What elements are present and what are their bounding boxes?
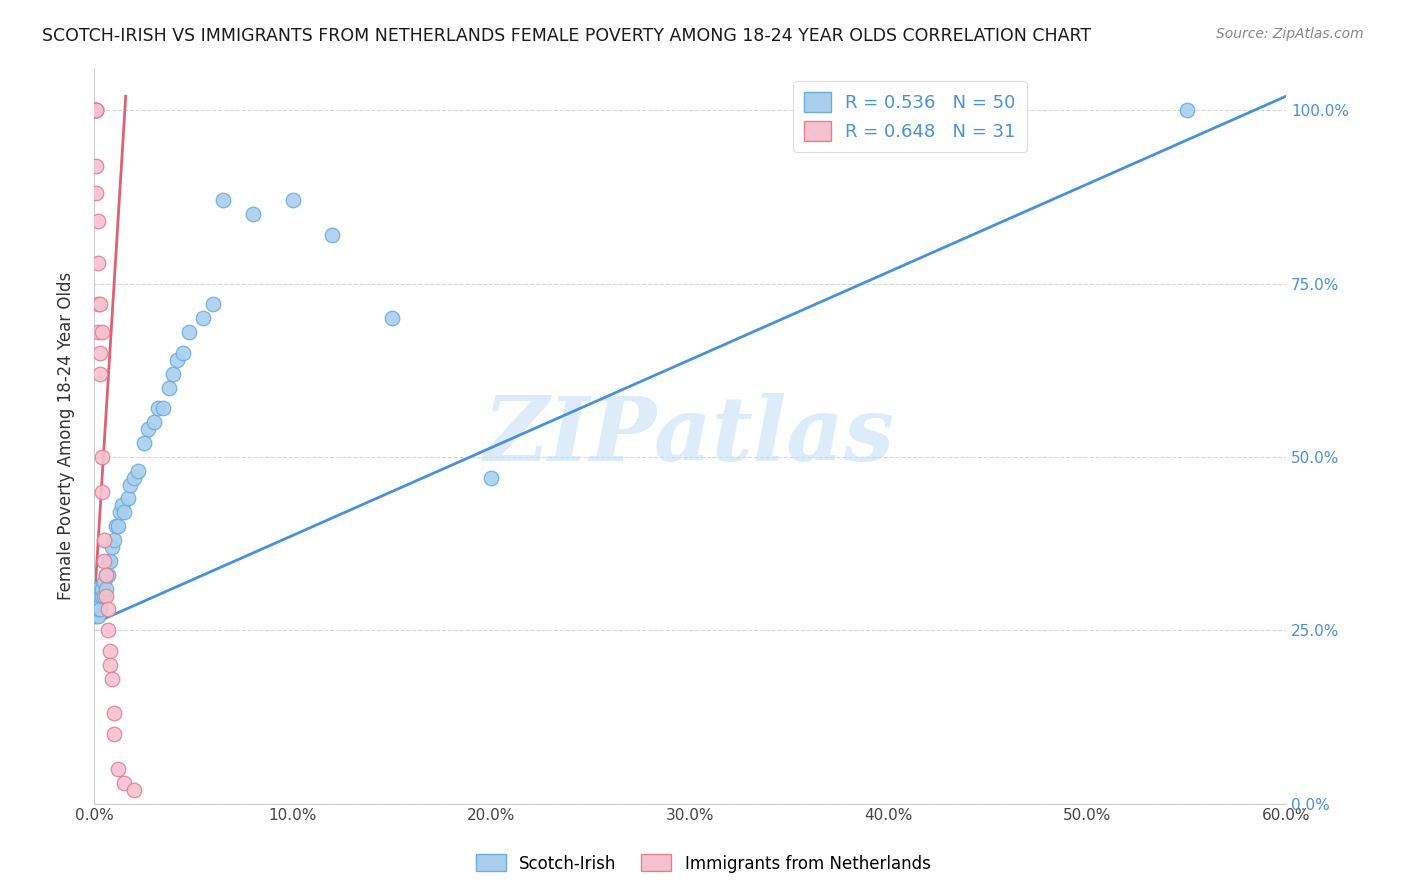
Point xyxy=(152,401,174,416)
Point xyxy=(98,657,121,672)
Point xyxy=(166,352,188,367)
Y-axis label: Female Poverty Among 18-24 Year Olds: Female Poverty Among 18-24 Year Olds xyxy=(58,272,75,600)
Point xyxy=(84,609,107,624)
Point xyxy=(103,706,125,721)
Point xyxy=(242,207,264,221)
Text: ZIPatlas: ZIPatlas xyxy=(485,392,896,479)
Point xyxy=(132,436,155,450)
Point xyxy=(159,380,181,394)
Point xyxy=(162,367,184,381)
Point xyxy=(97,624,120,638)
Text: Source: ZipAtlas.com: Source: ZipAtlas.com xyxy=(1216,27,1364,41)
Point xyxy=(281,194,304,208)
Point xyxy=(479,471,502,485)
Point xyxy=(136,422,159,436)
Point xyxy=(98,554,121,568)
Point xyxy=(90,484,112,499)
Point xyxy=(838,103,860,117)
Point xyxy=(381,311,404,326)
Point xyxy=(122,782,145,797)
Point xyxy=(90,450,112,464)
Point xyxy=(97,602,120,616)
Point xyxy=(84,103,107,117)
Point xyxy=(90,589,112,603)
Point xyxy=(87,609,110,624)
Point xyxy=(87,325,110,339)
Point xyxy=(212,194,235,208)
Point xyxy=(142,415,165,429)
Point xyxy=(84,103,107,117)
Legend: Scotch-Irish, Immigrants from Netherlands: Scotch-Irish, Immigrants from Netherland… xyxy=(468,847,938,880)
Point xyxy=(172,346,194,360)
Point xyxy=(104,519,127,533)
Point xyxy=(193,311,215,326)
Point xyxy=(90,582,112,596)
Point xyxy=(112,776,135,790)
Point xyxy=(84,159,107,173)
Point xyxy=(93,589,115,603)
Point xyxy=(89,602,111,616)
Point xyxy=(117,491,139,506)
Point xyxy=(111,499,134,513)
Point xyxy=(98,644,121,658)
Point xyxy=(89,595,111,609)
Point xyxy=(89,589,111,603)
Point xyxy=(94,589,117,603)
Text: SCOTCH-IRISH VS IMMIGRANTS FROM NETHERLANDS FEMALE POVERTY AMONG 18-24 YEAR OLDS: SCOTCH-IRISH VS IMMIGRANTS FROM NETHERLA… xyxy=(42,27,1091,45)
Point xyxy=(84,103,107,117)
Point xyxy=(321,227,343,242)
Point xyxy=(122,471,145,485)
Point xyxy=(84,602,107,616)
Legend: R = 0.536   N = 50, R = 0.648   N = 31: R = 0.536 N = 50, R = 0.648 N = 31 xyxy=(793,81,1026,152)
Point xyxy=(93,533,115,547)
Point xyxy=(94,567,117,582)
Point xyxy=(1175,103,1198,117)
Point xyxy=(94,567,117,582)
Point xyxy=(87,582,110,596)
Point xyxy=(127,464,149,478)
Point xyxy=(84,186,107,201)
Point xyxy=(107,762,129,776)
Point xyxy=(103,727,125,741)
Point xyxy=(84,595,107,609)
Point xyxy=(97,567,120,582)
Point xyxy=(93,554,115,568)
Point xyxy=(112,505,135,519)
Point xyxy=(90,325,112,339)
Point xyxy=(94,582,117,596)
Point xyxy=(107,519,129,533)
Point xyxy=(89,367,111,381)
Point xyxy=(84,103,107,117)
Point xyxy=(89,346,111,360)
Point xyxy=(87,297,110,311)
Point xyxy=(87,602,110,616)
Point xyxy=(101,672,124,686)
Point xyxy=(146,401,169,416)
Point xyxy=(89,297,111,311)
Point xyxy=(108,505,131,519)
Point xyxy=(84,103,107,117)
Point xyxy=(93,574,115,589)
Point xyxy=(118,477,141,491)
Point xyxy=(87,214,110,228)
Point xyxy=(87,256,110,270)
Point xyxy=(103,533,125,547)
Point xyxy=(202,297,225,311)
Point xyxy=(101,540,124,554)
Point xyxy=(87,589,110,603)
Point xyxy=(179,325,201,339)
Point xyxy=(97,554,120,568)
